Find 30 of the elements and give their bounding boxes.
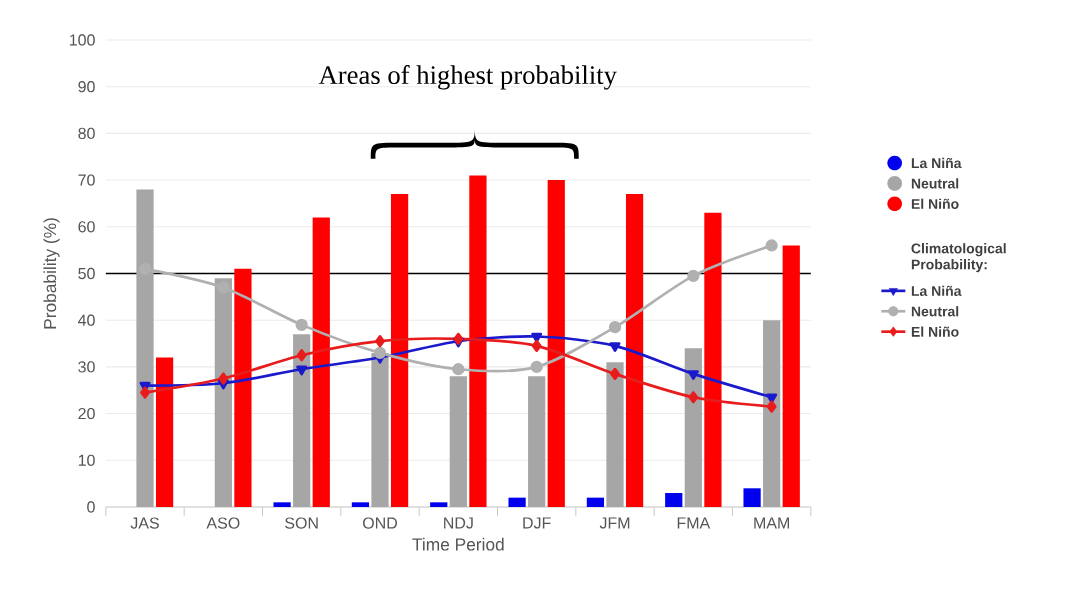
x-tick-label: JAS: [130, 517, 159, 529]
y-tick-label: 20: [78, 407, 95, 420]
legend-label: Neutral: [911, 178, 959, 189]
y-tick-label: 100: [69, 34, 95, 46]
x-tick-label: FMA: [677, 517, 711, 529]
legend-title: Climatological Probability:: [911, 243, 1006, 273]
x-tick-label: SON: [285, 517, 318, 529]
x-axis-title: Time Period: [412, 537, 504, 551]
legend-label: Neutral: [911, 306, 959, 317]
y-tick-label: 0: [87, 501, 95, 513]
legend-label: La Niña: [911, 285, 962, 296]
annotation: Areas of highest probability: [318, 65, 617, 90]
legend-label: El Niño: [911, 198, 959, 209]
x-tick-label: OND: [362, 517, 398, 529]
y-axis-title: Probability (%): [43, 218, 60, 329]
y-tick-label: 80: [78, 127, 95, 140]
legend-label: El Niño: [911, 326, 959, 337]
y-tick-label: 60: [78, 221, 95, 233]
y-tick-label: 30: [78, 361, 95, 373]
legend-label: La Niña: [911, 157, 962, 169]
y-tick-label: 40: [78, 314, 95, 326]
x-tick-label: DJF: [523, 517, 551, 529]
y-tick-label: 50: [78, 267, 95, 280]
y-tick-label: 90: [78, 81, 95, 93]
x-tick-label: ASO: [206, 517, 240, 529]
x-tick-label: JFM: [599, 517, 630, 529]
x-tick-label: MAM: [754, 517, 790, 529]
y-tick-label: 10: [78, 454, 95, 466]
y-tick-label: 70: [78, 174, 95, 186]
x-tick-label: NDJ: [444, 517, 473, 529]
